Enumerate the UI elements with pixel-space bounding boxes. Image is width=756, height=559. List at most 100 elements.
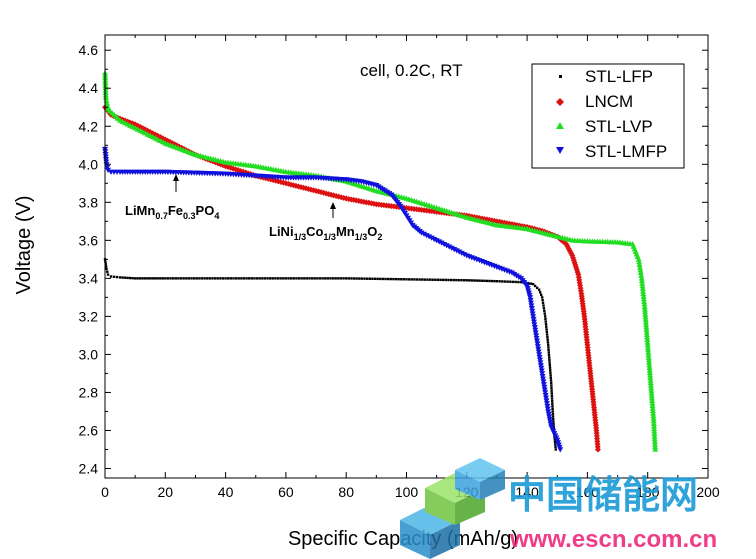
data-point — [529, 311, 536, 317]
y-tick-label: 3.4 — [79, 270, 99, 286]
data-point — [543, 312, 546, 315]
condition-label: cell, 0.2C, RT — [360, 61, 463, 80]
legend-item-lncm: LNCM — [556, 92, 633, 111]
data-point — [146, 277, 149, 280]
data-point — [542, 307, 546, 310]
data-point — [195, 277, 198, 280]
annotation-linicomno2: LiNi1/3Co1/3Mn1/3O2 — [269, 202, 382, 242]
data-point — [182, 277, 185, 280]
data-point — [224, 277, 227, 280]
data-point — [121, 276, 124, 279]
y-tick-label: 2.6 — [79, 422, 99, 438]
data-point — [552, 422, 555, 426]
data-point — [397, 277, 400, 281]
data-point — [537, 357, 544, 363]
data-point — [554, 445, 557, 449]
data-point — [547, 346, 550, 349]
data-point — [537, 363, 544, 369]
data-point — [483, 279, 486, 283]
data-point — [639, 283, 646, 289]
data-point — [541, 387, 548, 393]
data-point — [646, 364, 653, 370]
data-point — [535, 286, 539, 290]
data-point — [541, 301, 545, 305]
data-point — [511, 280, 515, 284]
data-point — [533, 333, 540, 339]
data-point — [644, 339, 651, 345]
data-point — [442, 278, 445, 282]
data-point — [109, 275, 113, 278]
data-point — [407, 278, 411, 281]
data-point — [470, 279, 474, 282]
data-point — [638, 272, 645, 278]
data-point — [549, 371, 552, 374]
watermark-logo-cubes — [400, 458, 505, 559]
x-tick-label: 0 — [101, 484, 109, 500]
data-point — [528, 306, 535, 312]
data-point — [547, 348, 550, 352]
data-point — [345, 277, 348, 280]
data-point — [648, 390, 655, 396]
data-point — [552, 425, 555, 428]
data-point — [151, 277, 154, 280]
data-point — [543, 315, 547, 318]
data-point — [203, 277, 206, 280]
x-tick-label: 60 — [278, 484, 294, 500]
data-point — [358, 277, 361, 280]
data-point — [271, 277, 274, 280]
data-point — [316, 277, 319, 280]
data-point — [337, 277, 340, 280]
data-point — [342, 277, 345, 280]
y-tick-label: 4.6 — [79, 42, 99, 58]
data-point — [540, 376, 547, 382]
data-point — [544, 406, 551, 412]
data-point — [651, 433, 658, 439]
legend-item-stl-lmfp: STL-LMFP — [556, 142, 667, 161]
data-point — [105, 267, 108, 271]
data-point — [376, 277, 379, 281]
data-point — [263, 277, 267, 280]
data-point — [536, 354, 543, 361]
data-point — [649, 402, 656, 408]
x-tick-label: 100 — [395, 484, 419, 500]
data-point — [545, 333, 549, 336]
data-point — [542, 304, 545, 307]
data-point — [649, 407, 656, 414]
data-point — [642, 316, 649, 322]
data-point — [179, 277, 183, 280]
data-point — [548, 358, 551, 362]
data-point — [276, 277, 280, 280]
data-point — [544, 403, 551, 410]
data-point — [649, 397, 656, 403]
data-point — [171, 277, 175, 280]
series-stl-lmfp — [102, 146, 564, 453]
data-point — [386, 277, 390, 281]
legend-marker-stl-lvp — [556, 122, 564, 129]
data-point — [531, 322, 538, 328]
x-tick-label: 140 — [515, 484, 539, 500]
data-point — [638, 277, 645, 284]
data-point — [389, 277, 392, 281]
data-point — [649, 400, 656, 406]
data-point — [550, 397, 554, 400]
data-point — [651, 441, 658, 447]
legend-label-stl-lvp: STL-LVP — [585, 117, 653, 136]
data-point — [439, 278, 442, 282]
x-tick-label: 80 — [338, 484, 354, 500]
data-point — [549, 379, 553, 382]
data-point — [540, 382, 547, 388]
data-point — [465, 279, 468, 282]
data-point — [552, 420, 555, 423]
data-point — [428, 278, 432, 281]
data-point — [646, 369, 653, 375]
data-point — [641, 298, 648, 304]
data-point — [106, 273, 110, 276]
legend-item-stl-lvp: STL-LVP — [556, 117, 653, 136]
data-point — [313, 277, 316, 280]
watermark-chinese-text: 中国储能网 — [508, 473, 698, 517]
data-point — [539, 371, 546, 377]
data-point — [647, 374, 654, 381]
data-point — [543, 398, 550, 404]
data-point — [648, 395, 655, 401]
data-point — [643, 326, 650, 332]
